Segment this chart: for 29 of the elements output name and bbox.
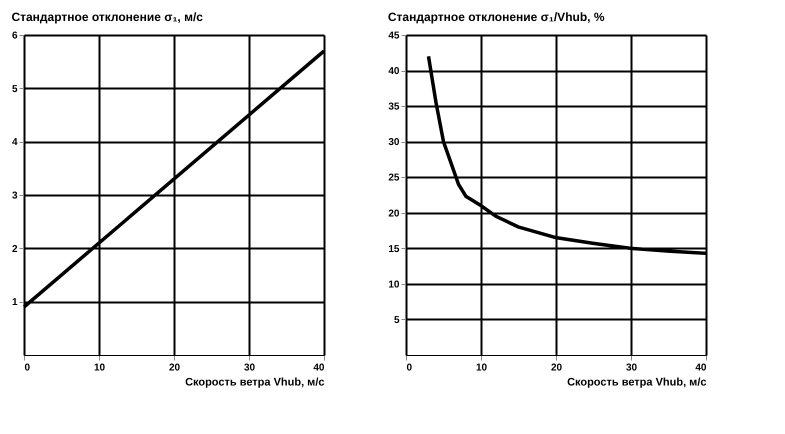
x-axis-title: Скорость ветра Vhub, м/с — [567, 376, 706, 388]
y-tick-label: 1 — [12, 297, 18, 308]
x-tick-label: 10 — [476, 362, 488, 374]
y-tick-label: 45 — [388, 30, 400, 42]
y-tick-label: 40 — [388, 66, 400, 78]
x-tick-label: 40 — [313, 362, 325, 374]
x-tick-label: 30 — [626, 362, 638, 374]
y-tick-label: 35 — [388, 102, 400, 113]
y-tick-label: 5 — [12, 84, 18, 95]
x-tick-label: 30 — [244, 362, 256, 374]
y-tick-label: 25 — [388, 172, 400, 184]
y-tick-label: 15 — [388, 244, 400, 255]
y-tick-label: 6 — [12, 30, 18, 42]
x-tick-label: 20 — [550, 362, 562, 374]
x-axis-title: Скорость ветра Vhub, м/с — [185, 376, 324, 388]
x-tick-label: 0 — [24, 362, 30, 374]
y-tick-label: 3 — [12, 190, 18, 202]
y-tick-label: 2 — [12, 244, 18, 255]
x-tick-label: 40 — [695, 362, 707, 374]
x-tick-label: 20 — [168, 362, 180, 374]
y-tick-label: 20 — [388, 208, 400, 220]
x-tick-label: 0 — [406, 362, 412, 374]
y-tick-label: 10 — [388, 279, 400, 290]
y-tick-label: 5 — [394, 314, 400, 326]
chart-title: Стандартное отклонение σ₁, м/с — [11, 10, 204, 24]
y-tick-label: 30 — [388, 137, 400, 148]
y-tick-label: 4 — [12, 137, 18, 148]
chart-title: Стандартное отклонение σ₁/Vhub, % — [388, 10, 605, 24]
x-tick-label: 10 — [94, 362, 106, 374]
